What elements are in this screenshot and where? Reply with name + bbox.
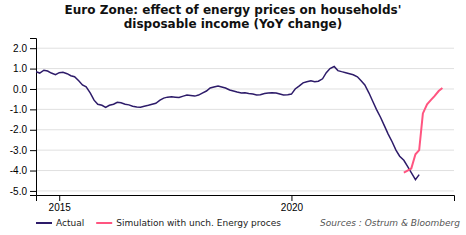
grid-line — [36, 129, 454, 130]
y-tick-label: 0.0 — [13, 84, 27, 95]
y-axis: -5.0 -4.0 -3.0 -2.0 -1.0 0.0 1.0 2.0 — [10, 39, 37, 197]
plot-area: -5.0 -4.0 -3.0 -2.0 -1.0 0.0 1.0 2.0 2015 2020 — [10, 39, 455, 214]
y-tick-mark — [30, 48, 36, 49]
y-tick-label: -1.0 — [10, 104, 28, 115]
y-tick: -4.0 — [10, 165, 36, 176]
y-tick-label: -3.0 — [10, 145, 28, 156]
y-tick-label: -4.0 — [10, 165, 28, 176]
y-tick-label: -2.0 — [10, 124, 28, 135]
x-tick-label: 2020 — [281, 202, 304, 213]
y-tick-label: -5.0 — [10, 186, 28, 197]
y-tick-mark — [30, 109, 36, 110]
y-tick-label: 1.0 — [13, 63, 27, 74]
y-tick-mark — [30, 150, 36, 151]
series-group — [36, 67, 442, 180]
title: Euro Zone: effect of energy prices on ho… — [65, 3, 402, 31]
grid-line — [36, 170, 454, 171]
legend-label: Actual — [56, 218, 84, 228]
y-tick: -3.0 — [10, 145, 36, 156]
legend-swatch — [96, 222, 112, 224]
x-tick: 2020 — [281, 195, 304, 213]
x-tick: 2015 — [49, 195, 72, 213]
y-tick-label: 2.0 — [13, 43, 27, 54]
chart: Euro Zone: effect of energy prices on ho… — [0, 0, 466, 235]
x-tick-label: 2015 — [49, 202, 72, 213]
grid-line — [36, 68, 454, 69]
y-tick-mark — [30, 191, 36, 192]
y-tick: -1.0 — [10, 104, 36, 115]
x-tick-mark — [59, 195, 60, 201]
legend: Actual Simulation with unch. Energy proce… — [36, 218, 281, 228]
x-axis-line — [37, 196, 455, 202]
grid-line — [36, 88, 454, 89]
y-tick: 1.0 — [13, 63, 36, 74]
line — [404, 88, 443, 173]
y-tick-mark — [30, 89, 36, 90]
x-tick-mark — [291, 195, 292, 201]
y-tick: -2.0 — [10, 124, 36, 135]
y-tick: 2.0 — [13, 43, 36, 54]
grid — [36, 48, 454, 191]
legend-swatch — [36, 222, 52, 224]
y-tick-mark — [30, 69, 36, 70]
y-tick: 0.0 — [13, 84, 36, 95]
legend-label: Simulation with unch. Energy proces — [116, 218, 281, 228]
y-tick-mark — [30, 171, 36, 172]
grid-line — [36, 109, 454, 110]
y-tick-mark — [30, 130, 36, 131]
y-tick: -5.0 — [10, 186, 36, 197]
grid-line — [36, 48, 454, 49]
grid-line — [36, 150, 454, 151]
y-axis-line — [30, 39, 37, 196]
grid-line — [36, 190, 454, 191]
x-axis: 2015 2020 — [37, 195, 455, 213]
annotation: Sources : Ostrum & Bloomberg — [320, 218, 460, 228]
line — [36, 67, 419, 180]
